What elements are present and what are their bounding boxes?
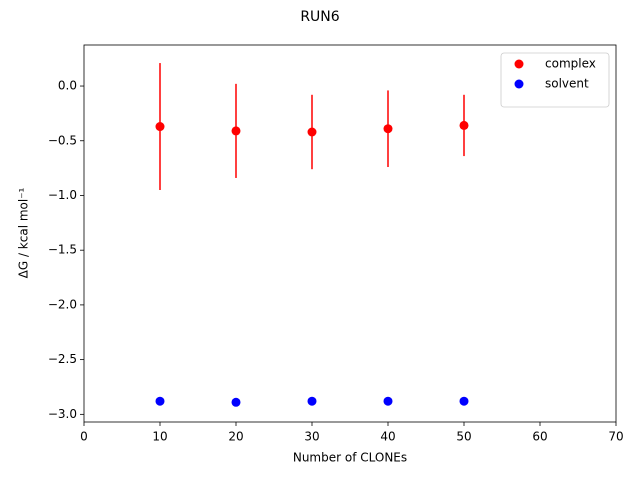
point: [307, 396, 317, 406]
y-tick-label: −2.0: [48, 297, 77, 311]
point: [459, 120, 469, 130]
point: [231, 397, 241, 407]
x-tick-label: 10: [152, 430, 167, 444]
x-tick-label: 60: [532, 430, 547, 444]
legend-box: [500, 52, 610, 108]
chart-title: RUN6: [300, 9, 339, 25]
x-tick-label: 70: [608, 430, 623, 444]
x-tick-label: 50: [456, 430, 471, 444]
x-tick-label: 40: [380, 430, 395, 444]
point: [307, 127, 317, 137]
y-tick-label: −3.0: [48, 407, 77, 421]
point: [383, 396, 393, 406]
legend-marker: [514, 79, 524, 89]
legend-marker: [514, 59, 524, 69]
point: [231, 126, 241, 136]
point: [459, 396, 469, 406]
y-tick-label: −1.5: [48, 243, 77, 257]
x-tick-label: 20: [228, 430, 243, 444]
legend-label: solvent: [545, 77, 589, 91]
legend-label: complex: [545, 57, 596, 71]
point: [383, 124, 393, 134]
y-tick-label: −0.5: [48, 133, 77, 147]
x-tick-label: 30: [304, 430, 319, 444]
x-tick-label: 0: [80, 430, 88, 444]
point: [155, 396, 165, 406]
y-axis-label: ΔG / kcal mol⁻¹: [17, 187, 31, 278]
y-tick-label: −2.5: [48, 352, 77, 366]
y-tick-label: −1.0: [48, 188, 77, 202]
x-axis-label: Number of CLONEs: [293, 451, 407, 465]
y-tick-label: 0.0: [58, 79, 77, 93]
point: [155, 122, 165, 132]
plot-frame: [83, 44, 617, 423]
